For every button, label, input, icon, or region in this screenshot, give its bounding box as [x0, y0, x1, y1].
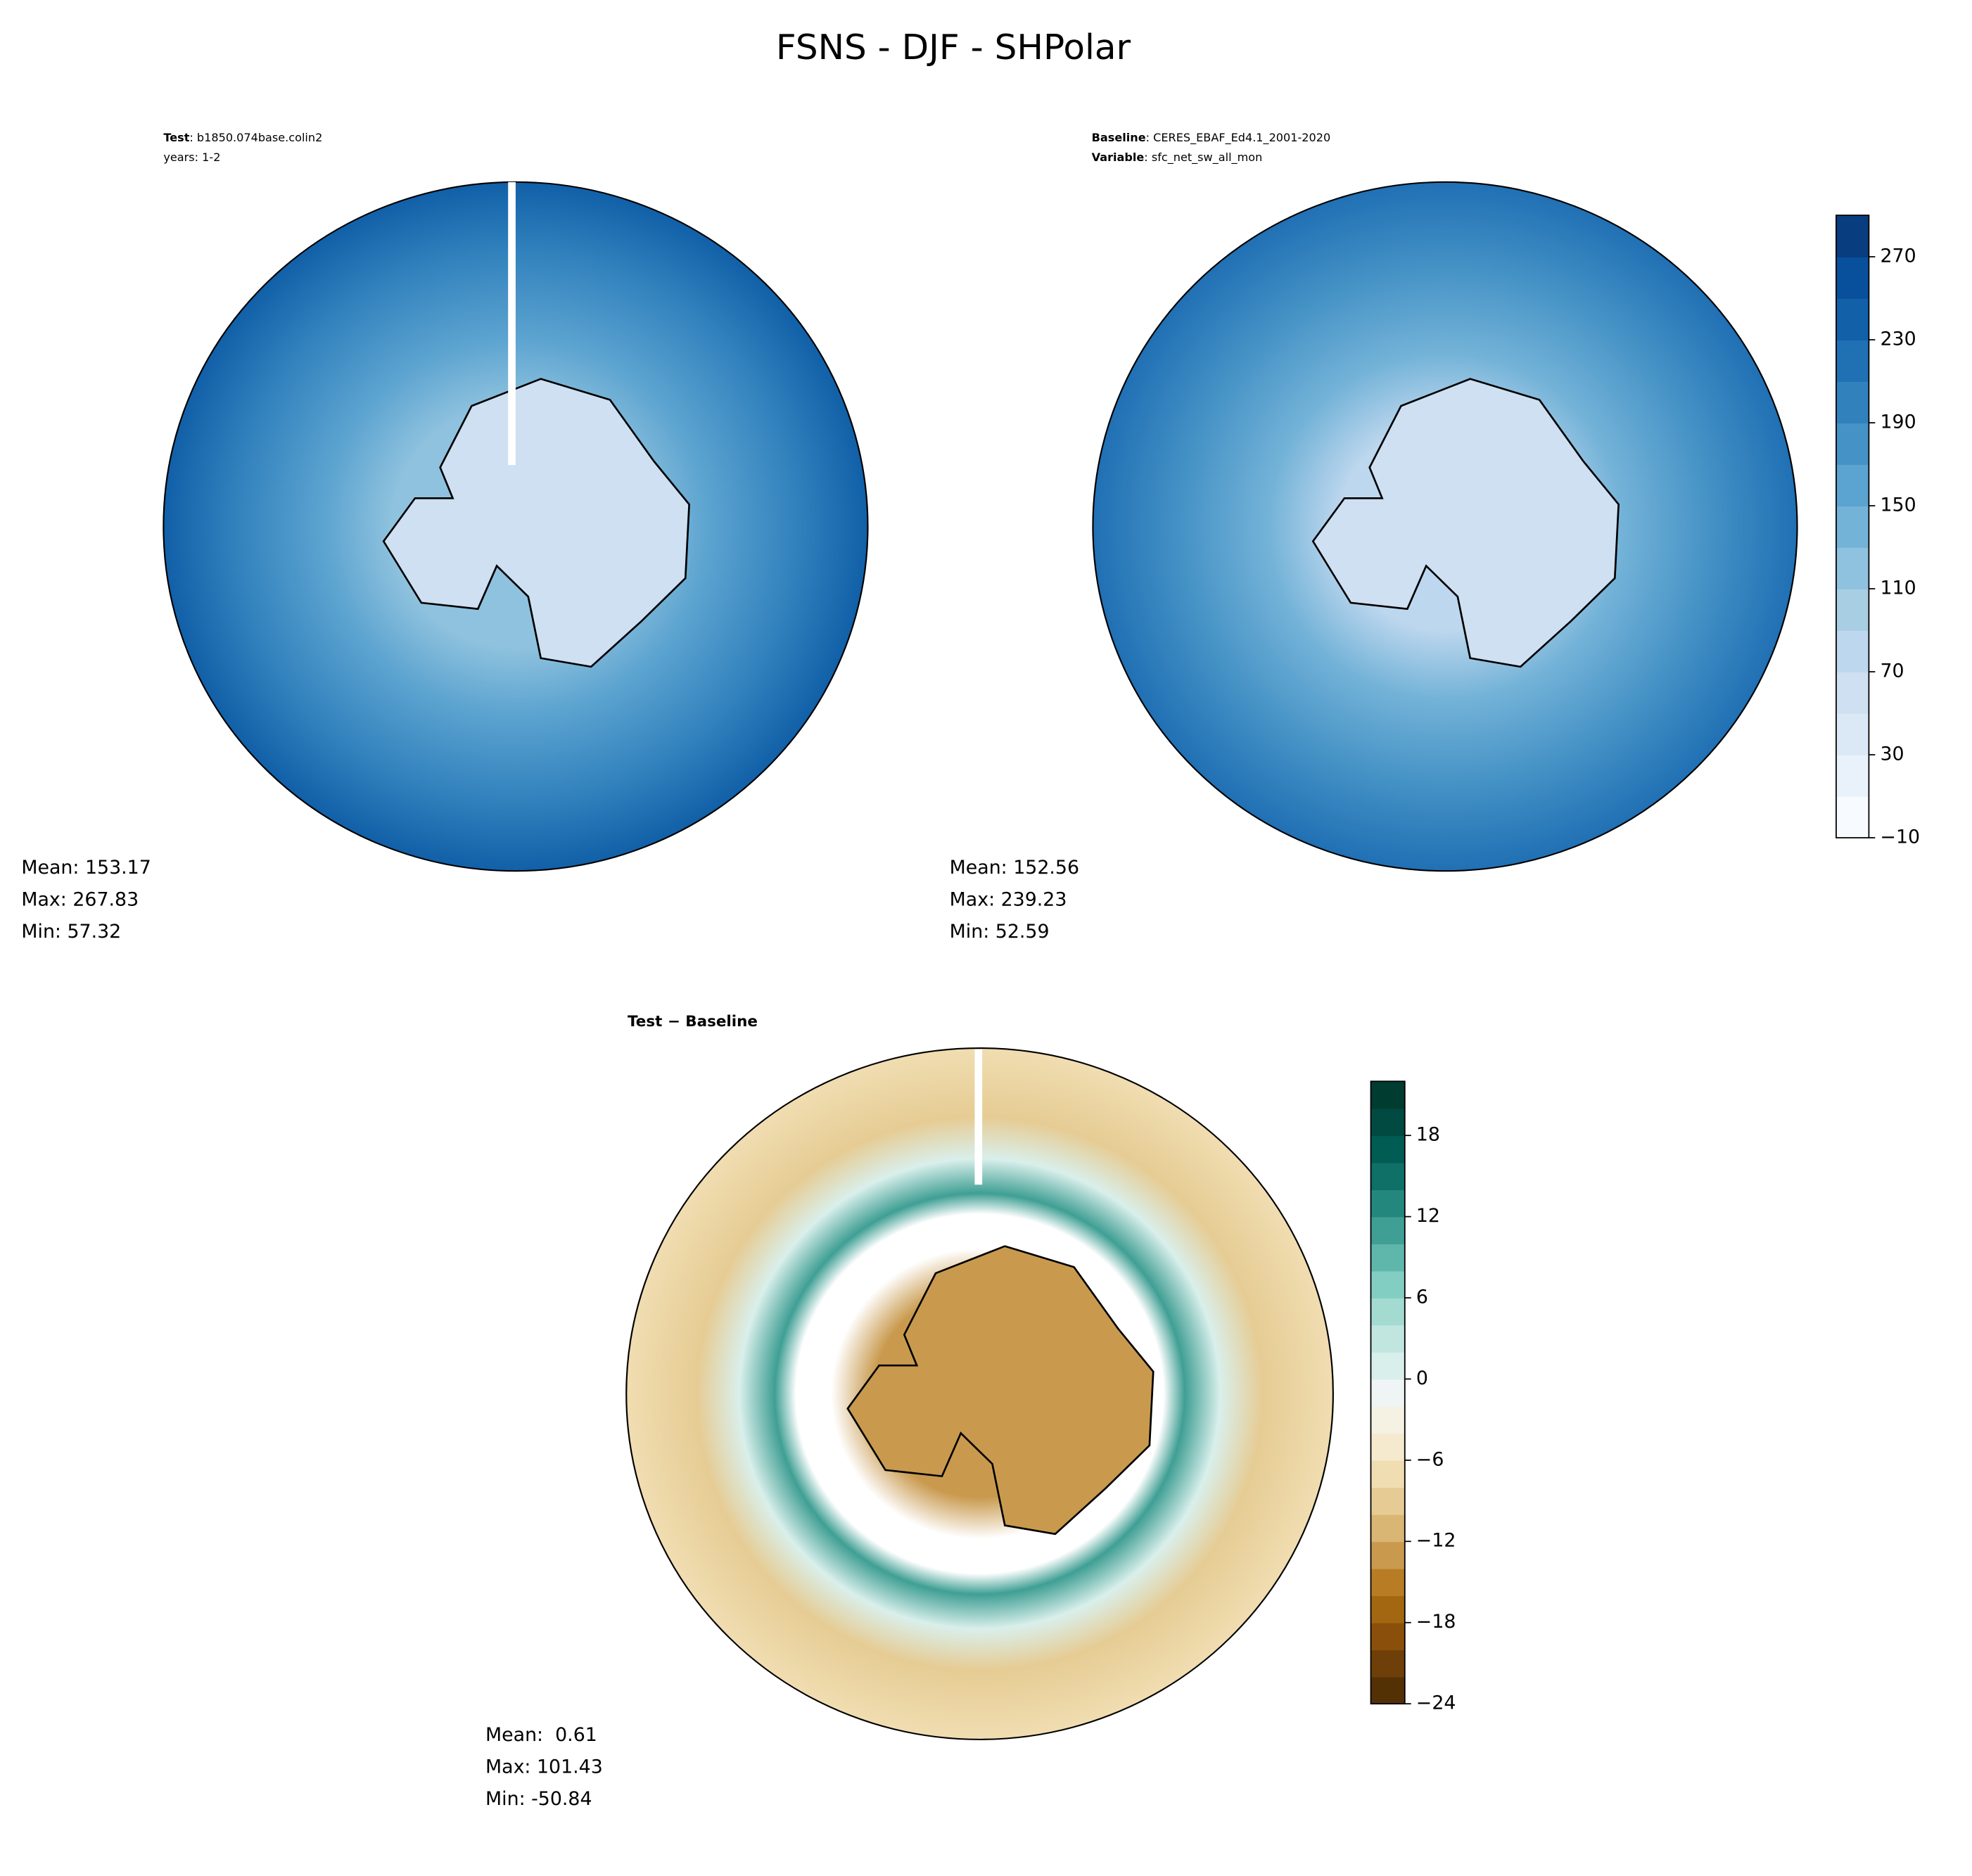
colorbar-bin	[1370, 1270, 1405, 1298]
stat-line: Min: 52.59	[950, 921, 1050, 943]
colorbar-bin	[1836, 630, 1869, 672]
figure-title: FSNS - DJF - SHPolar	[776, 27, 1131, 67]
colorbar-bin	[1836, 713, 1869, 755]
colorbar-bin	[1370, 1189, 1405, 1218]
header-text: : b1850.074base.colin2	[189, 130, 322, 143]
colorbar-tick-label: 12	[1416, 1205, 1440, 1227]
colorbar-bin	[1370, 1325, 1405, 1353]
colorbar-bin	[1370, 1081, 1405, 1109]
colorbar-bin	[1836, 423, 1869, 465]
colorbar-tick-label: 70	[1881, 661, 1904, 682]
panel-header: Variable: sfc_net_sw_all_mon	[1092, 150, 1263, 164]
stat-line: Min: -50.84	[485, 1788, 592, 1810]
continent	[846, 1245, 1154, 1536]
panel-header: years: 1-2	[163, 150, 220, 163]
header-key: Test	[163, 130, 189, 143]
colorbar-bin	[1370, 1487, 1405, 1515]
stat-line: Max: 101.43	[485, 1756, 603, 1778]
colorbar-tick-label: −24	[1416, 1692, 1456, 1714]
colorbar-tick-label: 190	[1881, 411, 1916, 433]
header-text: years: 1-2	[163, 150, 220, 163]
stat-line: Max: 267.83	[21, 889, 139, 911]
header-key: Test − Baseline	[628, 1013, 758, 1030]
colorbar-tick-label: 6	[1416, 1287, 1428, 1308]
panel-header: Baseline: CERES_EBAF_Ed4.1_2001-2020	[1092, 130, 1331, 144]
colorbar-tick-label: −18	[1416, 1611, 1456, 1633]
colorbar-tick-label: 150	[1881, 494, 1916, 516]
colorbar-tick-label: −12	[1416, 1530, 1456, 1552]
stat-line: Mean: 0.61	[485, 1724, 597, 1746]
seam	[974, 1049, 983, 1185]
colorbar-bin	[1370, 1298, 1405, 1326]
header-key: Baseline	[1092, 130, 1146, 143]
stat-line: Mean: 153.17	[21, 857, 151, 879]
colorbar-tick-label: 270	[1881, 245, 1916, 267]
colorbar-bin	[1836, 257, 1869, 299]
colorbar-bin	[1836, 298, 1869, 340]
header-text: : sfc_net_sw_all_mon	[1144, 150, 1262, 164]
panel-header: Test: b1850.074base.colin2	[163, 130, 322, 143]
colorbar-frame	[1836, 215, 1870, 838]
colorbar-bin	[1370, 1405, 1405, 1434]
colorbar-bin	[1370, 1162, 1405, 1191]
colorbar-bin	[1370, 1460, 1405, 1488]
colorbar-bin	[1836, 340, 1869, 382]
colorbar-bin	[1836, 547, 1869, 589]
colorbar-bin	[1370, 1433, 1405, 1461]
header-text: : CERES_EBAF_Ed4.1_2001-2020	[1146, 130, 1331, 144]
colorbar-bin	[1836, 754, 1869, 797]
colorbar-bin	[1370, 1351, 1405, 1380]
colorbar-bin	[1370, 1595, 1405, 1623]
colorbar-tick-label: 18	[1416, 1124, 1440, 1146]
colorbar-bin	[1836, 796, 1869, 838]
colorbar-tick-label: 230	[1881, 328, 1916, 350]
colorbar-tick-label: −10	[1881, 827, 1921, 848]
colorbar-bin	[1836, 215, 1869, 257]
colorbar-bin	[1370, 1541, 1405, 1569]
colorbar-tick-label: 0	[1416, 1367, 1428, 1389]
colorbar-tick-label: 110	[1881, 578, 1916, 599]
colorbar-bin	[1370, 1676, 1405, 1705]
colorbar-bin	[1836, 671, 1869, 714]
colorbar-tick-label: −6	[1416, 1449, 1444, 1471]
seam	[508, 181, 516, 466]
colorbar-frame	[1370, 1080, 1406, 1705]
stat-line: Min: 57.32	[21, 921, 121, 943]
colorbar-bin	[1370, 1568, 1405, 1597]
colorbar-bin	[1836, 381, 1869, 423]
colorbar-bin	[1370, 1514, 1405, 1543]
colorbar-bin	[1370, 1135, 1405, 1163]
colorbar-bin	[1836, 506, 1869, 548]
colorbar-bin	[1370, 1622, 1405, 1651]
colorbar-bin	[1370, 1650, 1405, 1678]
colorbar-bin	[1370, 1108, 1405, 1137]
colorbar-bin	[1836, 589, 1869, 631]
header-key: Variable	[1092, 150, 1145, 163]
colorbar-bin	[1836, 464, 1869, 506]
colorbar-bin	[1370, 1216, 1405, 1244]
stat-line: Max: 239.23	[950, 889, 1067, 911]
colorbar-bin	[1370, 1379, 1405, 1407]
continent	[1311, 378, 1620, 668]
panel-header: Test − Baseline	[628, 1013, 758, 1030]
stat-line: Mean: 152.56	[950, 857, 1079, 879]
colorbar-tick-label: 30	[1881, 744, 1904, 765]
colorbar-bin	[1370, 1244, 1405, 1272]
continent	[382, 378, 690, 668]
